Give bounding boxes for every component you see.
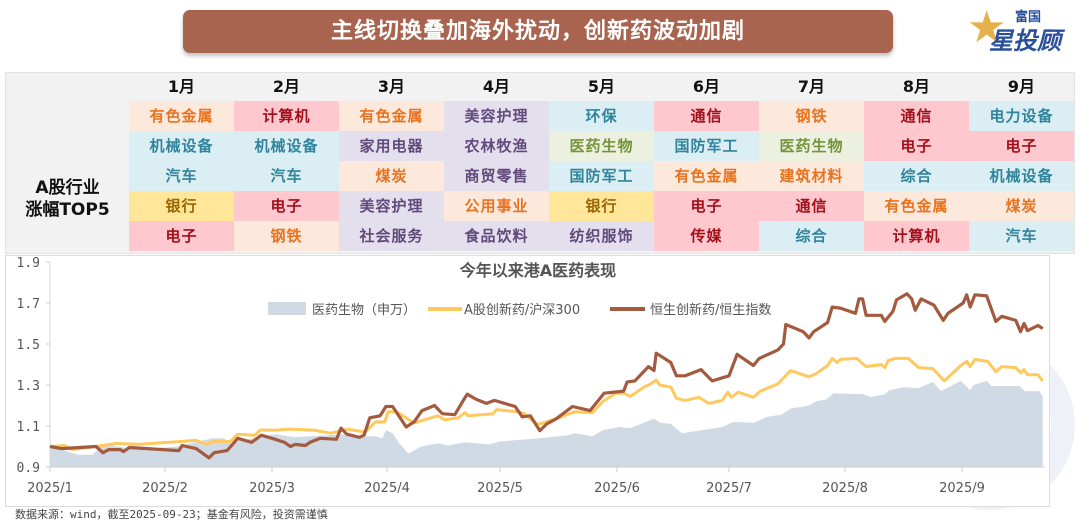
industry-cell: 有色金属 <box>129 101 234 131</box>
industry-cell: 电子 <box>129 221 234 251</box>
industry-cell: 美容护理 <box>339 191 444 221</box>
industry-cell: 电子 <box>969 131 1074 161</box>
logo-line1: 富国 <box>1015 10 1042 25</box>
month-header: 9月 <box>1007 77 1036 96</box>
x-tick-label: 2025/3 <box>249 481 295 496</box>
industry-cell: 家用电器 <box>339 131 444 161</box>
legend-label-2: 恒生创新药/恒生指数 <box>650 302 771 318</box>
industry-cell: 银行 <box>129 191 234 221</box>
legend-swatch-area <box>268 302 306 315</box>
chart-title: 今年以来港A医药表现 <box>459 261 616 280</box>
industry-cell: 通信 <box>759 191 864 221</box>
industry-cell: 综合 <box>864 161 969 191</box>
industry-cell: 食品饮料 <box>444 221 549 251</box>
series-line-hk-innovative <box>49 292 1044 460</box>
row-label: A股行业 涨幅TOP5 <box>6 145 129 253</box>
y-tick-label: 1.3 <box>17 379 40 394</box>
industry-cell: 美容护理 <box>444 101 549 131</box>
x-tick-label: 2025/8 <box>822 481 868 496</box>
industry-cell: 煤炭 <box>969 191 1074 221</box>
industry-cell: 钢铁 <box>234 221 339 251</box>
industry-cell: 机械设备 <box>969 161 1074 191</box>
industry-cell: 计算机 <box>864 221 969 251</box>
industry-cell: 环保 <box>549 101 654 131</box>
industry-cell: 汽车 <box>129 161 234 191</box>
industry-cell: 医药生物 <box>549 131 654 161</box>
y-tick-label: 1.1 <box>17 420 40 435</box>
y-tick-label: 1.9 <box>17 256 40 271</box>
logo-line2: 星投顾 <box>989 27 1061 55</box>
industry-cell: 有色金属 <box>654 161 759 191</box>
industry-cell: 机械设备 <box>234 131 339 161</box>
month-header: 2月 <box>272 77 301 96</box>
month-header: 5月 <box>587 77 616 96</box>
industry-cell: 计算机 <box>234 101 339 131</box>
legend-label-0: 医药生物（申万） <box>312 303 416 318</box>
x-tick-label: 2025/7 <box>706 481 752 496</box>
row-label-line2: 涨幅TOP5 <box>25 200 110 220</box>
x-tick-label: 2025/4 <box>364 481 410 496</box>
industry-cell: 有色金属 <box>864 191 969 221</box>
industry-cell: 农林牧渔 <box>444 131 549 161</box>
industry-cell: 商贸零售 <box>444 161 549 191</box>
industry-cell: 机械设备 <box>129 131 234 161</box>
industry-cell: 电力设备 <box>969 101 1074 131</box>
industry-cell: 电子 <box>654 191 759 221</box>
industry-cell: 通信 <box>654 101 759 131</box>
month-header: 4月 <box>482 77 511 96</box>
month-header: 8月 <box>902 77 931 96</box>
row-label-line1: A股行业 <box>35 178 100 198</box>
month-header: 7月 <box>797 77 826 96</box>
legend-label-1: A股创新药/沪深300 <box>464 302 580 318</box>
industry-cell: 纺织服饰 <box>549 221 654 251</box>
x-tick-label: 2025/9 <box>939 481 985 496</box>
brand-logo: ★ 富国 星投顾 <box>965 2 1075 56</box>
headline-title: 主线切换叠加海外扰动，创新药波动加剧 <box>330 19 745 44</box>
industry-cell: 银行 <box>549 191 654 221</box>
industry-cell: 综合 <box>759 221 864 251</box>
series-line-a-share-innovative <box>49 356 1044 452</box>
industry-cell: 通信 <box>864 101 969 131</box>
industry-top5-table: A股行业 涨幅TOP5 1月 有色金属 机械设备 汽车 银行 电子 2月 计算机 机械设备 汽车电… <box>5 72 1075 254</box>
industry-cell: 建筑材料 <box>759 161 864 191</box>
month-header: 1月 <box>167 77 196 96</box>
industry-cell: 钢铁 <box>759 101 864 131</box>
industry-cell: 有色金属 <box>339 101 444 131</box>
industry-cell: 煤炭 <box>339 161 444 191</box>
industry-cell: 社会服务 <box>339 221 444 251</box>
month-header: 6月 <box>692 77 721 96</box>
x-tick-label: 2025/6 <box>594 481 640 496</box>
industry-cell: 汽车 <box>969 221 1074 251</box>
headline-banner: 主线切换叠加海外扰动，创新药波动加剧 <box>183 10 893 53</box>
industry-cell: 传媒 <box>654 221 759 251</box>
industry-cell: 国防军工 <box>549 161 654 191</box>
y-tick-label: 0.9 <box>17 461 40 476</box>
industry-cell: 公用事业 <box>444 191 549 221</box>
industry-cell: 电子 <box>864 131 969 161</box>
industry-cell: 汽车 <box>234 161 339 191</box>
legend: 医药生物（申万） A股创新药/沪深300 恒生创新药/恒生指数 <box>268 302 771 318</box>
industry-cell: 国防军工 <box>654 131 759 161</box>
data-source-note: 数据来源：wind，截至2025-09-23；基金有风险，投资需谨慎 <box>15 508 328 521</box>
star-icon: ★ <box>967 2 1007 53</box>
x-tick-label: 2025/5 <box>477 481 523 496</box>
month-header: 3月 <box>377 77 406 96</box>
y-tick-label: 1.7 <box>17 297 40 312</box>
x-tick-label: 2025/1 <box>27 481 73 496</box>
industry-cell: 电子 <box>234 191 339 221</box>
industry-cell: 医药生物 <box>759 131 864 161</box>
x-tick-label: 2025/2 <box>142 481 188 496</box>
y-tick-label: 1.5 <box>17 338 40 353</box>
